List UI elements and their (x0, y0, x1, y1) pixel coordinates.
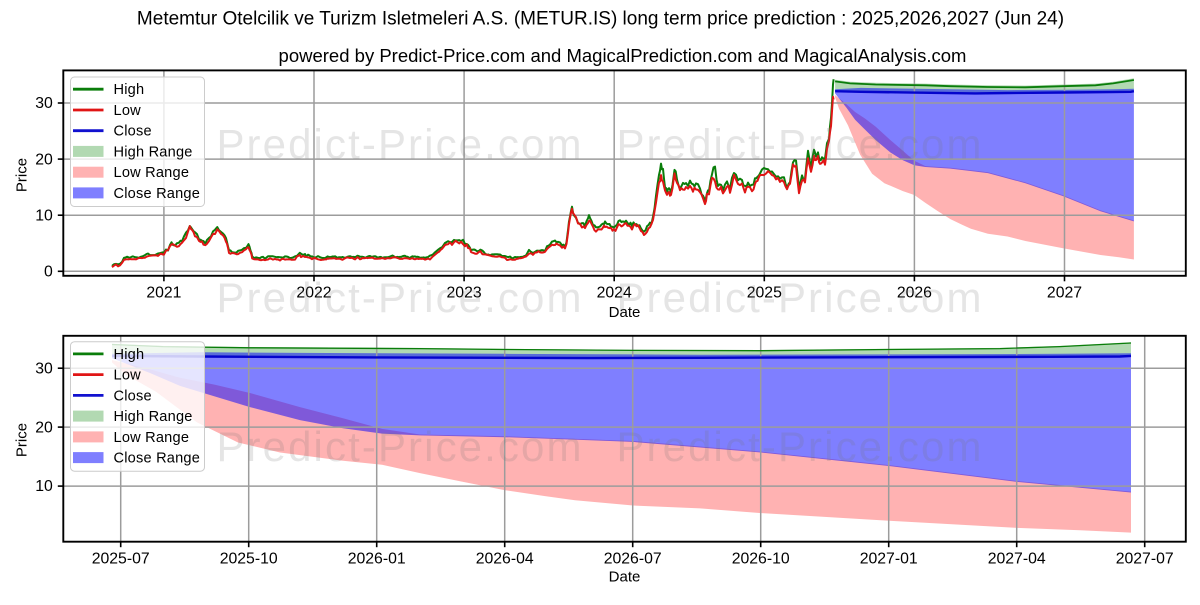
svg-text:Low Range: Low Range (114, 430, 190, 446)
svg-text:2026: 2026 (897, 285, 932, 302)
svg-text:Low: Low (114, 103, 142, 119)
svg-text:Metemtur Otelcilik ve Turizm I: Metemtur Otelcilik ve Turizm Isletmeleri… (137, 8, 1064, 29)
svg-text:Predict-Price.com: Predict-Price.com (216, 121, 583, 168)
svg-text:20: 20 (35, 151, 53, 168)
svg-text:30: 30 (35, 360, 53, 377)
svg-text:2026-07: 2026-07 (604, 551, 662, 568)
svg-text:2027-04: 2027-04 (988, 551, 1046, 568)
svg-text:Close: Close (114, 388, 152, 404)
svg-text:2025-07: 2025-07 (92, 551, 150, 568)
svg-text:10: 10 (35, 478, 53, 495)
svg-text:Close: Close (114, 124, 152, 140)
svg-text:Close Range: Close Range (114, 186, 201, 202)
svg-text:2025: 2025 (747, 285, 782, 302)
svg-text:Date: Date (609, 569, 641, 586)
svg-text:2027-07: 2027-07 (1116, 551, 1174, 568)
svg-text:Price: Price (13, 158, 30, 192)
svg-text:Predict-Price.com: Predict-Price.com (216, 423, 583, 470)
svg-text:Predict-Price.com: Predict-Price.com (616, 274, 983, 321)
svg-text:Close Range: Close Range (114, 451, 201, 467)
svg-text:30: 30 (35, 95, 53, 112)
svg-text:Price: Price (13, 423, 30, 457)
svg-text:powered by Predict-Price.com a: powered by Predict-Price.com and Magical… (279, 45, 967, 66)
svg-text:High: High (114, 347, 145, 363)
svg-text:20: 20 (35, 419, 53, 436)
svg-text:2023: 2023 (447, 285, 482, 302)
svg-text:Low Range: Low Range (114, 165, 190, 181)
svg-text:Predict-Price.com: Predict-Price.com (216, 274, 583, 321)
svg-text:Predict-Price.com: Predict-Price.com (616, 423, 983, 470)
svg-text:Date: Date (609, 304, 641, 321)
svg-text:2026-10: 2026-10 (732, 551, 790, 568)
svg-text:0: 0 (44, 264, 53, 281)
svg-text:2027: 2027 (1047, 285, 1082, 302)
svg-text:2021: 2021 (146, 285, 181, 302)
svg-text:Low: Low (114, 368, 142, 384)
svg-text:Predict-Price.com: Predict-Price.com (616, 121, 983, 168)
svg-text:2026-04: 2026-04 (476, 551, 534, 568)
svg-text:High Range: High Range (114, 144, 193, 160)
svg-text:2025-10: 2025-10 (220, 551, 278, 568)
svg-text:High: High (114, 82, 145, 98)
svg-text:2027-01: 2027-01 (860, 551, 918, 568)
svg-text:2024: 2024 (597, 285, 632, 302)
svg-text:2026-01: 2026-01 (348, 551, 406, 568)
svg-text:10: 10 (35, 207, 53, 224)
svg-text:High Range: High Range (114, 409, 193, 425)
svg-text:2022: 2022 (296, 285, 331, 302)
